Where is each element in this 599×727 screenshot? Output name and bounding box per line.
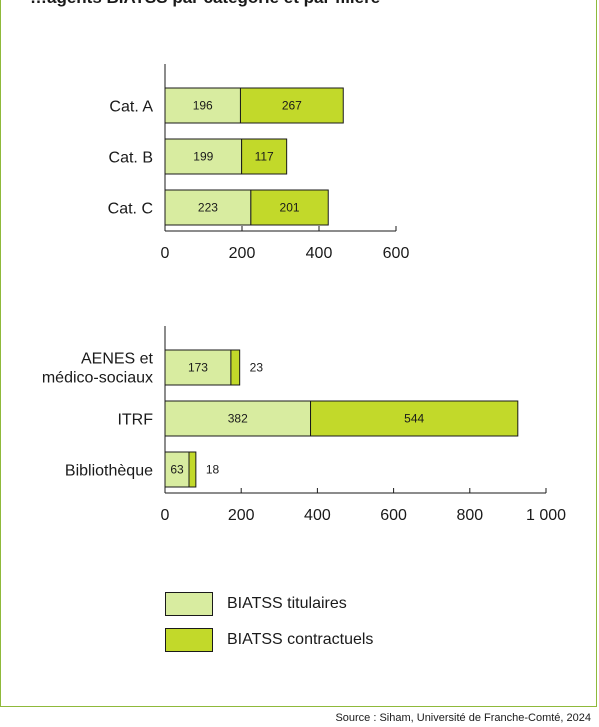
chart1-x-tick-label: 400	[306, 245, 333, 262]
chart2-x-tick-label: 0	[161, 507, 170, 524]
chart-title: …agents BIATSS par catégorie et par fili…	[30, 0, 380, 8]
chart1-data-label-titulaires: 223	[198, 201, 218, 215]
chart2-category-label: AENES et	[81, 351, 154, 368]
chart1-bar-titulaires	[164, 87, 241, 124]
chart2-data-label-contractuels: 18	[206, 463, 220, 477]
chart1-data-label-titulaires: 199	[193, 150, 213, 164]
chart2-bar-contractuels	[188, 451, 197, 488]
chart1-x-tick-label: 600	[383, 245, 410, 262]
chart1-x-tick-label: 200	[229, 245, 256, 262]
chart2-category-label: ITRF	[117, 412, 153, 429]
chart1-category-label: Cat. B	[109, 150, 153, 167]
legend-item-titulaires: BIATSS titulaires	[165, 592, 373, 616]
chart1-bar-titulaires	[164, 138, 243, 175]
chart2-bar-titulaires	[164, 451, 190, 488]
chart2-category-label: Bibliothèque	[65, 463, 153, 480]
chart-frame	[0, 0, 597, 707]
chart2-data-label-contractuels: 544	[404, 412, 424, 426]
legend-label-titulaires: BIATSS titulaires	[227, 595, 347, 612]
chart1-x-tick-label: 0	[161, 245, 170, 262]
chart2-x-tick-label: 800	[456, 507, 483, 524]
chart2-x-tick-label: 400	[304, 507, 331, 524]
chart1-bar-titulaires	[164, 189, 252, 226]
chart2-bar-contractuels	[310, 400, 519, 437]
chart1-bar-contractuels	[250, 189, 329, 226]
chart1-data-label-titulaires: 196	[193, 99, 213, 113]
chart2-bar-titulaires	[164, 349, 232, 386]
chart1-category-label: Cat. A	[109, 99, 153, 116]
chart2-x-tick-label: 1 000	[526, 507, 566, 524]
chart2-x-tick-label: 600	[380, 507, 407, 524]
source-note: Source : Siham, Université de Franche-Co…	[335, 712, 591, 724]
chart1-data-label-contractuels: 117	[255, 150, 274, 164]
chart2-data-label-titulaires: 382	[228, 412, 248, 426]
chart2-data-label-titulaires: 63	[170, 463, 184, 477]
chart2-bar-contractuels	[230, 349, 241, 386]
chart2-data-label-contractuels: 23	[250, 361, 264, 375]
chart1-bar-contractuels	[239, 87, 344, 124]
chart1-data-label-contractuels: 267	[282, 99, 302, 113]
chart2-data-label-titulaires: 173	[188, 361, 208, 375]
chart1-data-label-contractuels: 201	[280, 201, 300, 215]
chart1-category-label: Cat. C	[108, 201, 153, 218]
chart1-bar-contractuels	[241, 138, 288, 175]
chart2-category-label: médico-sociaux	[42, 370, 153, 387]
legend-label-contractuels: BIATSS contractuels	[227, 631, 374, 648]
chart2-bar-titulaires	[164, 400, 312, 437]
legend-item-contractuels: BIATSS contractuels	[165, 628, 373, 652]
legend-swatch-titulaires	[165, 592, 213, 616]
chart2-x-tick-label: 200	[228, 507, 255, 524]
legend: BIATSS titulaires BIATSS contractuels	[165, 592, 373, 664]
legend-swatch-contractuels	[165, 628, 213, 652]
